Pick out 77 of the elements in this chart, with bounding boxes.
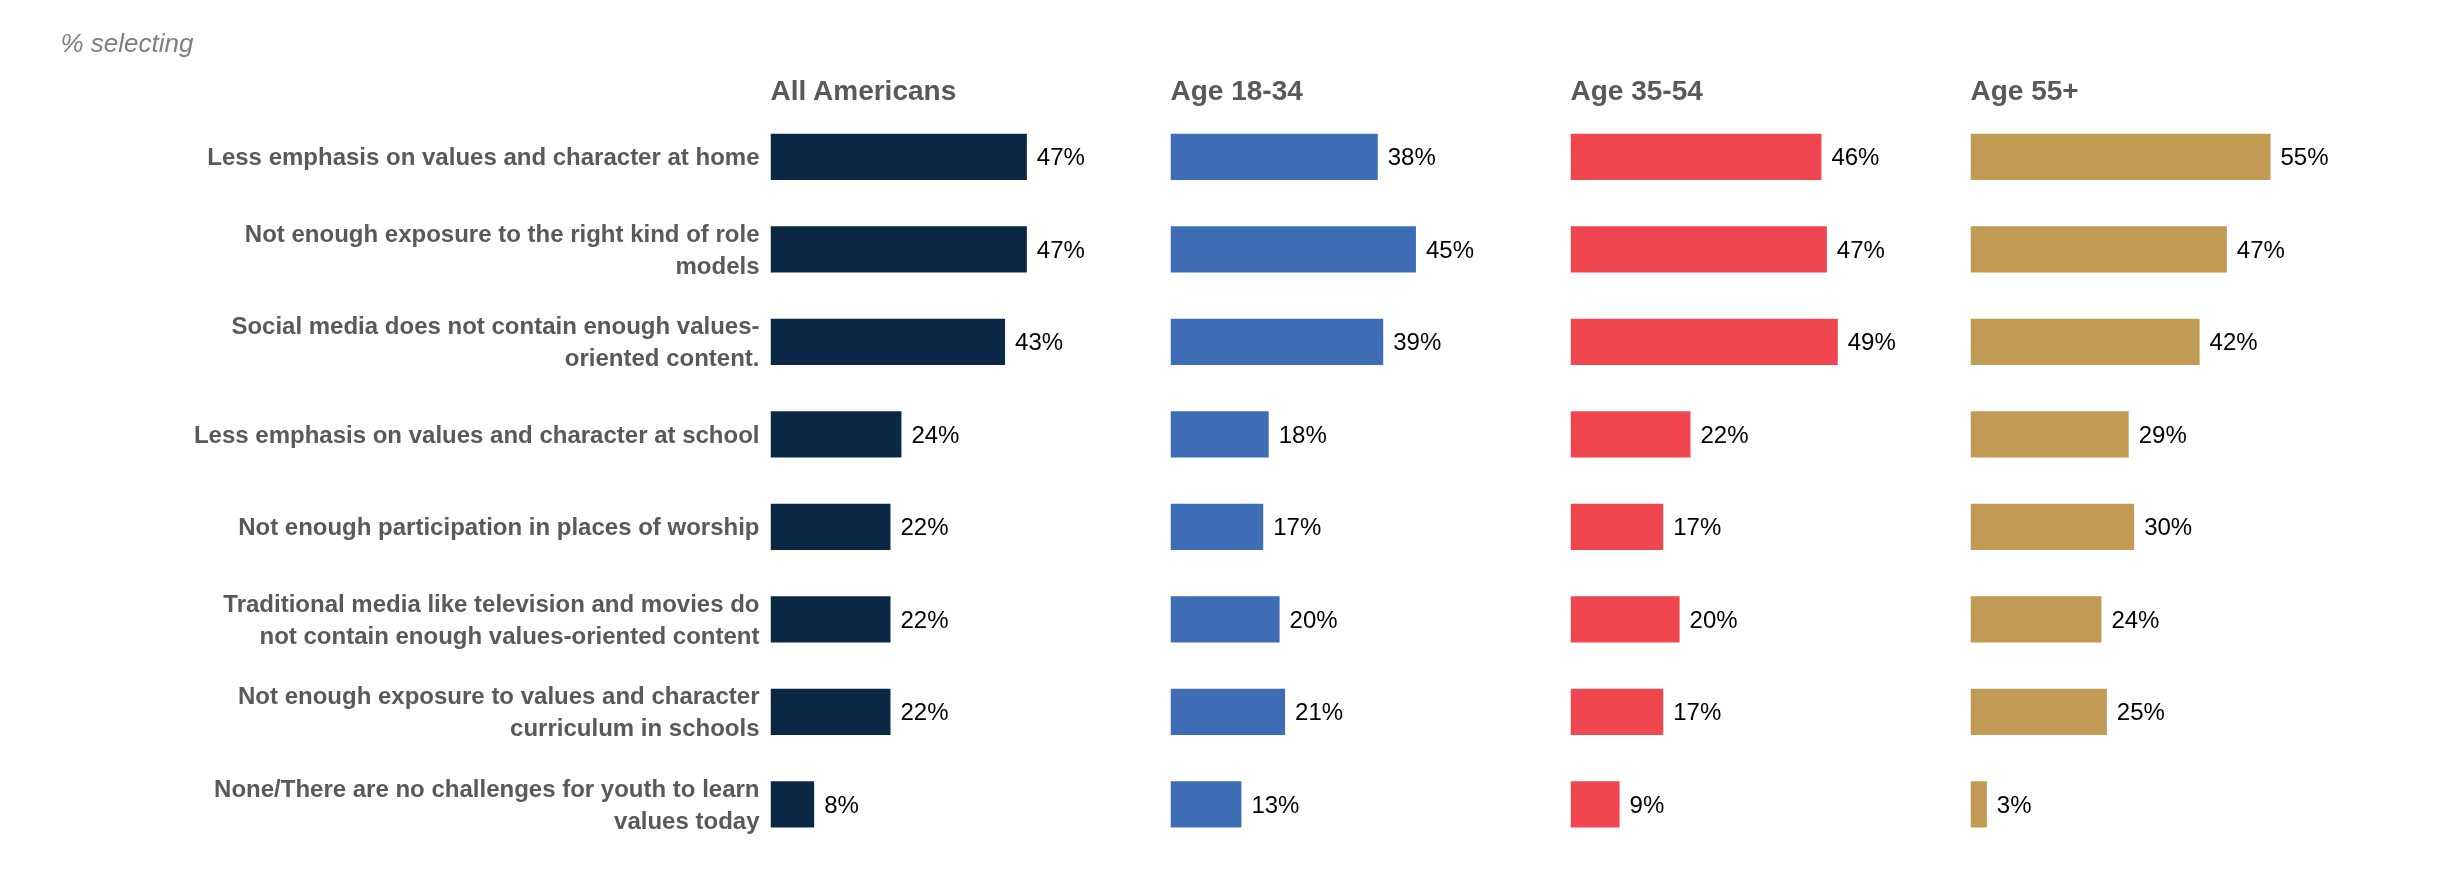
data-label: 38% [1387,143,1436,171]
bar [1170,411,1269,458]
bar [1570,688,1664,735]
data-label: 29% [2138,420,2187,448]
bar [770,781,815,828]
bar [1570,596,1680,643]
bar [1970,781,1987,828]
data-label: 21% [1295,698,1344,726]
data-label: 42% [2209,328,2258,356]
bar [1170,133,1378,180]
bar [1970,318,2200,365]
y-tick-label: Not enough exposure to values and character curriculum in schools [238,682,760,742]
y-tick-label: Not enough participation in places of worship [238,513,760,541]
bar [1970,411,2129,458]
bar [1170,596,1280,643]
bar [1170,226,1416,273]
data-label: 55% [2280,143,2329,171]
data-label: 24% [911,420,960,448]
bar [1570,226,1827,273]
data-label: 47% [2236,235,2285,263]
data-label: 13% [1251,790,1300,818]
bar [1970,596,2102,643]
y-tick-label: Less emphasis on values and character at school [193,420,760,448]
bar [1170,781,1242,828]
text: % selecting [60,27,194,58]
data-label: 39% [1393,328,1442,356]
data-label: 17% [1673,698,1722,726]
y-tick-label: Social media does not contain enough values-oriented content. [231,312,760,372]
data-label: 22% [900,605,949,633]
bar [770,318,1006,365]
data-label: 49% [1847,328,1896,356]
data-label: 18% [1278,420,1327,448]
data-label: 43% [1015,328,1064,356]
bar [770,503,891,550]
bar [770,226,1027,273]
data-label: 20% [1289,605,1338,633]
bar [1970,226,2227,273]
bar [1170,688,1286,735]
bar [1970,133,2271,180]
data-label: 47% [1836,235,1885,263]
data-label: 20% [1689,605,1738,633]
data-label: 17% [1673,513,1722,541]
bar [1170,503,1264,550]
bar [770,133,1027,180]
bar [1970,688,2107,735]
data-label: 9% [1629,790,1665,818]
data-label: 22% [900,513,949,541]
data-label: 47% [1036,143,1085,171]
data-label: 24% [2111,605,2160,633]
bar [1570,133,1822,180]
chart-title: Age 18-34 [1170,74,1304,106]
bar [1570,318,1838,365]
data-label: 30% [2144,513,2193,541]
data-label: 45% [1425,235,1474,263]
data-label: 8% [824,790,859,818]
bar [1970,503,2135,550]
bar [770,688,891,735]
data-label: 22% [900,698,949,726]
data-label: 3% [1996,790,2032,818]
data-label: 22% [1700,420,1749,448]
data-label: 47% [1036,235,1085,263]
bar [1170,318,1384,365]
data-label: 46% [1831,143,1880,171]
bar [770,411,902,458]
bar [1570,781,1620,828]
bar [1570,411,1691,458]
bar [770,596,891,643]
chart-title: All Americans [770,74,957,106]
chart-title: Age 55+ [1970,74,2079,106]
y-tick-label: Traditional media like television and movies do not contain enough values-oriented content [223,589,760,649]
data-label: 25% [2116,698,2165,726]
bar [1570,503,1664,550]
chart-title: Age 35-54 [1570,74,1704,106]
data-label: 17% [1273,513,1322,541]
y-tick-label: Not enough exposure to the right kind of role models [244,219,760,279]
y-tick-label: None/There are no challenges for youth to learn values today [214,774,761,834]
y-tick-label: Less emphasis on values and character at home [207,143,760,171]
